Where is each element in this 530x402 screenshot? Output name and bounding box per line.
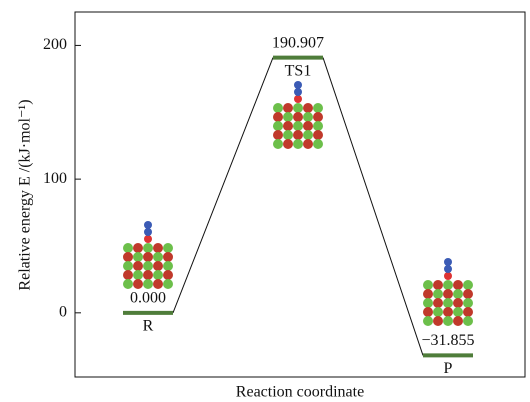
slab-atom bbox=[293, 139, 303, 149]
adsorbate-atom bbox=[444, 272, 452, 280]
slab-atom bbox=[153, 279, 163, 289]
adsorbate-atom bbox=[444, 265, 452, 273]
connector bbox=[173, 58, 273, 313]
slab-atom bbox=[293, 112, 303, 122]
slab-atom bbox=[283, 121, 293, 131]
x-axis-label: Reaction coordinate bbox=[236, 384, 364, 401]
slab-atom bbox=[293, 130, 303, 140]
adsorbate-atom bbox=[144, 228, 152, 236]
slab-atom bbox=[433, 307, 443, 317]
value-label: 0.000 bbox=[130, 289, 166, 306]
slab-atom bbox=[143, 279, 153, 289]
slab-atom bbox=[463, 298, 473, 308]
slab-atom bbox=[283, 112, 293, 122]
category-label: TS1 bbox=[285, 62, 312, 79]
slab-atom bbox=[423, 298, 433, 308]
slab-atom bbox=[313, 130, 323, 140]
adsorbate-atom bbox=[294, 95, 302, 103]
slab-atom bbox=[433, 298, 443, 308]
slab-atom bbox=[153, 252, 163, 262]
page: {"chart_data": {"type": "line", "x_label… bbox=[0, 0, 530, 402]
slab-atom bbox=[443, 280, 453, 290]
slab-atom bbox=[163, 252, 173, 262]
slab-atom bbox=[283, 103, 293, 113]
slab-atom bbox=[443, 307, 453, 317]
connector bbox=[323, 58, 423, 356]
category-label: P bbox=[444, 360, 453, 377]
slab-atom bbox=[133, 261, 143, 271]
y-tick-label: 200 bbox=[43, 36, 67, 53]
y-tick-label: 100 bbox=[43, 170, 67, 187]
slab-atom bbox=[133, 243, 143, 253]
slab-atom bbox=[133, 270, 143, 280]
slab-atom bbox=[433, 316, 443, 326]
slab-atom bbox=[313, 103, 323, 113]
slab-atom bbox=[303, 112, 313, 122]
slab-atom bbox=[163, 261, 173, 271]
adsorbate-atom bbox=[444, 258, 452, 266]
slab-atom bbox=[293, 103, 303, 113]
slab-atom bbox=[163, 243, 173, 253]
slab-atom bbox=[123, 261, 133, 271]
slab-atom bbox=[313, 121, 323, 131]
slab-atom bbox=[163, 270, 173, 280]
value-label: 190.907 bbox=[272, 34, 324, 51]
slab-atom bbox=[313, 139, 323, 149]
slab-atom bbox=[423, 316, 433, 326]
slab-atom bbox=[273, 130, 283, 140]
slab-atom bbox=[133, 279, 143, 289]
y-axis-label: Relative energy E /(kJ·mol⁻¹) bbox=[17, 99, 34, 290]
slab-atom bbox=[273, 112, 283, 122]
slab-atom bbox=[153, 243, 163, 253]
slab-atom bbox=[143, 261, 153, 271]
slab-atom bbox=[273, 139, 283, 149]
slab-atom bbox=[143, 243, 153, 253]
slab-atom bbox=[463, 289, 473, 299]
slab-atom bbox=[303, 139, 313, 149]
slab-atom bbox=[313, 112, 323, 122]
slab-atom bbox=[453, 280, 463, 290]
slab-atom bbox=[433, 280, 443, 290]
y-tick-label: 0 bbox=[59, 303, 67, 320]
adsorbate-atom bbox=[144, 235, 152, 243]
slab-atom bbox=[303, 121, 313, 131]
slab-atom bbox=[453, 289, 463, 299]
slab-atom bbox=[123, 243, 133, 253]
slab-atom bbox=[423, 307, 433, 317]
slab-atom bbox=[463, 280, 473, 290]
slab-atom bbox=[273, 121, 283, 131]
slab-atom bbox=[463, 307, 473, 317]
slab-atom bbox=[453, 307, 463, 317]
slab-atom bbox=[273, 103, 283, 113]
slab-atom bbox=[123, 270, 133, 280]
slab-atom bbox=[443, 298, 453, 308]
slab-atom bbox=[283, 130, 293, 140]
slab-atom bbox=[143, 270, 153, 280]
slab-atom bbox=[163, 279, 173, 289]
slab-atom bbox=[283, 139, 293, 149]
slab-atom bbox=[433, 289, 443, 299]
adsorbate-atom bbox=[144, 221, 152, 229]
slab-atom bbox=[423, 280, 433, 290]
slab-atom bbox=[133, 252, 143, 262]
slab-atom bbox=[303, 130, 313, 140]
slab-atom bbox=[423, 289, 433, 299]
slab-atom bbox=[143, 252, 153, 262]
category-label: R bbox=[143, 317, 154, 334]
slab-atom bbox=[123, 279, 133, 289]
slab-atom bbox=[453, 316, 463, 326]
slab-atom bbox=[123, 252, 133, 262]
adsorbate-atom bbox=[294, 88, 302, 96]
slab-atom bbox=[293, 121, 303, 131]
slab-atom bbox=[463, 316, 473, 326]
slab-atom bbox=[443, 289, 453, 299]
slab-atom bbox=[443, 316, 453, 326]
slab-atom bbox=[453, 298, 463, 308]
slab-atom bbox=[153, 270, 163, 280]
chart: Reaction coordinate Relative energy E /(… bbox=[0, 0, 530, 402]
slab-atom bbox=[153, 261, 163, 271]
value-label: −31.855 bbox=[421, 332, 474, 349]
slab-atom bbox=[303, 103, 313, 113]
adsorbate-atom bbox=[294, 81, 302, 89]
